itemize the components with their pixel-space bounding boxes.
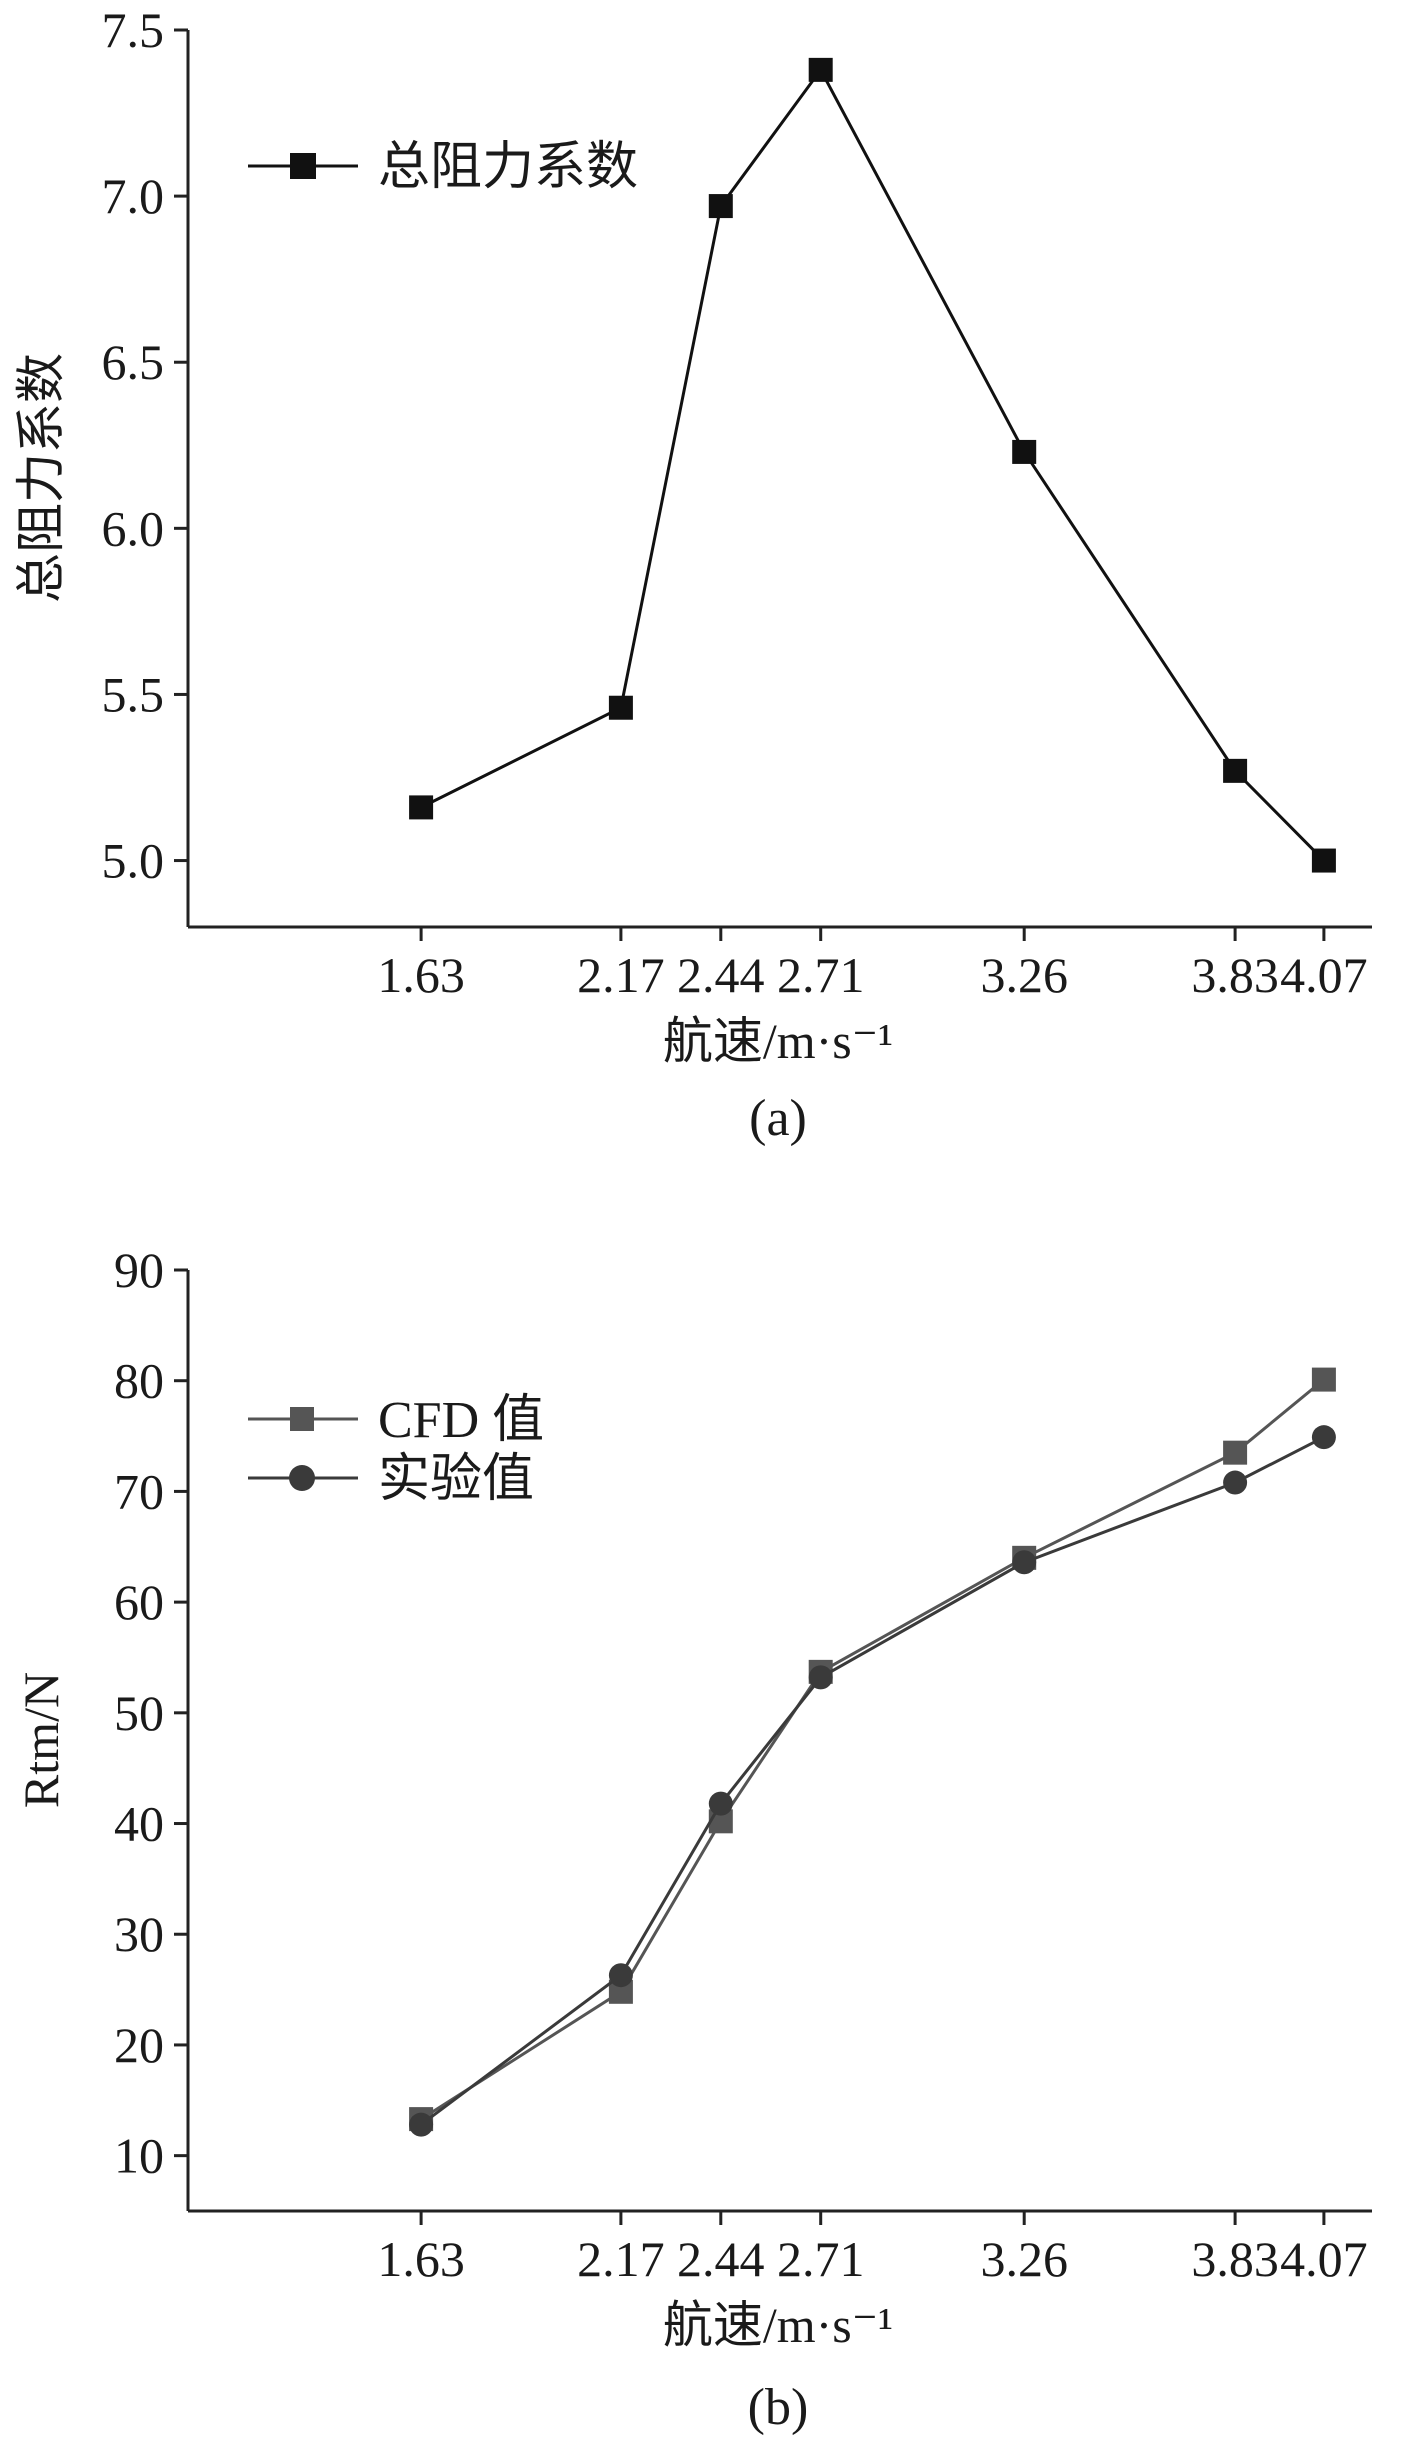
data-point bbox=[1311, 848, 1336, 873]
data-point bbox=[1223, 1470, 1248, 1495]
x-tick-label: 3.83 bbox=[1191, 2231, 1279, 2287]
y-tick-label: 7.5 bbox=[102, 2, 165, 58]
y-tick-label: 40 bbox=[114, 1796, 164, 1852]
x-tick-label: 4.07 bbox=[1280, 2231, 1368, 2287]
legend-square-marker bbox=[290, 1407, 314, 1431]
x-tick-label: 3.26 bbox=[980, 2231, 1068, 2287]
legend-label: 总阻力系数 bbox=[378, 139, 638, 196]
y-tick-label: 10 bbox=[114, 2128, 164, 2184]
y-tick-label: 90 bbox=[114, 1242, 164, 1298]
data-point bbox=[1223, 1440, 1248, 1465]
series-line bbox=[420, 1435, 1325, 2126]
data-point bbox=[409, 795, 434, 820]
data-point bbox=[608, 1963, 633, 1988]
y-axis-title: Rtm/N bbox=[13, 1672, 69, 1808]
x-tick-label: 3.83 bbox=[1191, 947, 1279, 1003]
data-point bbox=[409, 2112, 434, 2137]
data-point bbox=[708, 1791, 733, 1816]
panel-label-b: (b) bbox=[748, 2379, 809, 2436]
y-tick-label: 6.5 bbox=[102, 334, 165, 390]
y-tick-label: 30 bbox=[114, 1906, 164, 1962]
x-ticks: 1.63 2.17 2.44 2.71 3.26 3.83 4.07 bbox=[377, 2211, 1368, 2287]
y-tick-label: 70 bbox=[114, 1463, 164, 1519]
x-tick-label: 4.07 bbox=[1280, 947, 1368, 1003]
x-tick-label: 2.44 bbox=[677, 2231, 765, 2287]
y-axis-title: 总阻力系数 bbox=[13, 353, 69, 603]
data-point bbox=[808, 1665, 833, 1690]
x-tick-label: 2.17 bbox=[577, 947, 665, 1003]
x-axis-title: 航速/m·s⁻¹ bbox=[663, 2297, 893, 2353]
data-point bbox=[1012, 1550, 1037, 1575]
y-tick-label: 50 bbox=[114, 1685, 164, 1741]
x-tick-label: 2.44 bbox=[677, 947, 765, 1003]
y-tick-label: 5.0 bbox=[102, 833, 165, 889]
series-layer bbox=[409, 57, 1336, 873]
data-point bbox=[1311, 1425, 1336, 1450]
x-tick-label: 1.63 bbox=[377, 947, 465, 1003]
legend: CFD 值 实验值 bbox=[248, 1392, 544, 1508]
chart-panel-b: 10 20 30 40 50 60 70 80 90 1.63 2.17 2.44 2.71 3.26 3… bbox=[13, 1242, 1372, 2436]
y-tick-label: 7.0 bbox=[102, 168, 165, 224]
panel-label-a: (a) bbox=[749, 1090, 807, 1147]
y-tick-label: 5.5 bbox=[102, 666, 165, 722]
data-point bbox=[1012, 439, 1037, 464]
data-point bbox=[708, 194, 733, 219]
data-point bbox=[1311, 1367, 1336, 1392]
x-tick-label: 1.63 bbox=[377, 2231, 465, 2287]
series-line bbox=[420, 1378, 1325, 2121]
x-ticks: 1.63 2.17 2.44 2.71 3.26 3.83 4.07 bbox=[377, 927, 1368, 1003]
legend: 总阻力系数 bbox=[248, 139, 638, 196]
legend-circle-marker bbox=[289, 1465, 315, 1491]
y-ticks: 5.0 5.5 6.0 6.5 7.0 7.5 bbox=[102, 2, 188, 889]
x-tick-label: 2.71 bbox=[777, 947, 865, 1003]
x-axis-title: 航速/m·s⁻¹ bbox=[663, 1013, 893, 1069]
y-tick-label: 6.0 bbox=[102, 500, 165, 556]
y-tick-label: 60 bbox=[114, 1574, 164, 1630]
chart-panel-a: 5.0 5.5 6.0 6.5 7.0 7.5 1.63 2.17 2.44 2.71 3.26 3… bbox=[13, 2, 1372, 1147]
data-point bbox=[1223, 758, 1248, 783]
legend-label-cfd: CFD 值 bbox=[378, 1392, 544, 1449]
legend-label-exp: 实验值 bbox=[378, 1451, 534, 1508]
y-tick-label: 20 bbox=[114, 2017, 164, 2073]
x-tick-label: 2.71 bbox=[777, 2231, 865, 2287]
y-tick-label: 80 bbox=[114, 1353, 164, 1409]
x-tick-label: 3.26 bbox=[980, 947, 1068, 1003]
data-point bbox=[808, 57, 833, 82]
series-layer bbox=[409, 1367, 1336, 2137]
legend-square-marker bbox=[290, 153, 316, 179]
x-tick-label: 2.17 bbox=[577, 2231, 665, 2287]
data-point bbox=[608, 695, 633, 720]
y-ticks: 10 20 30 40 50 60 70 80 90 bbox=[114, 1242, 188, 2184]
